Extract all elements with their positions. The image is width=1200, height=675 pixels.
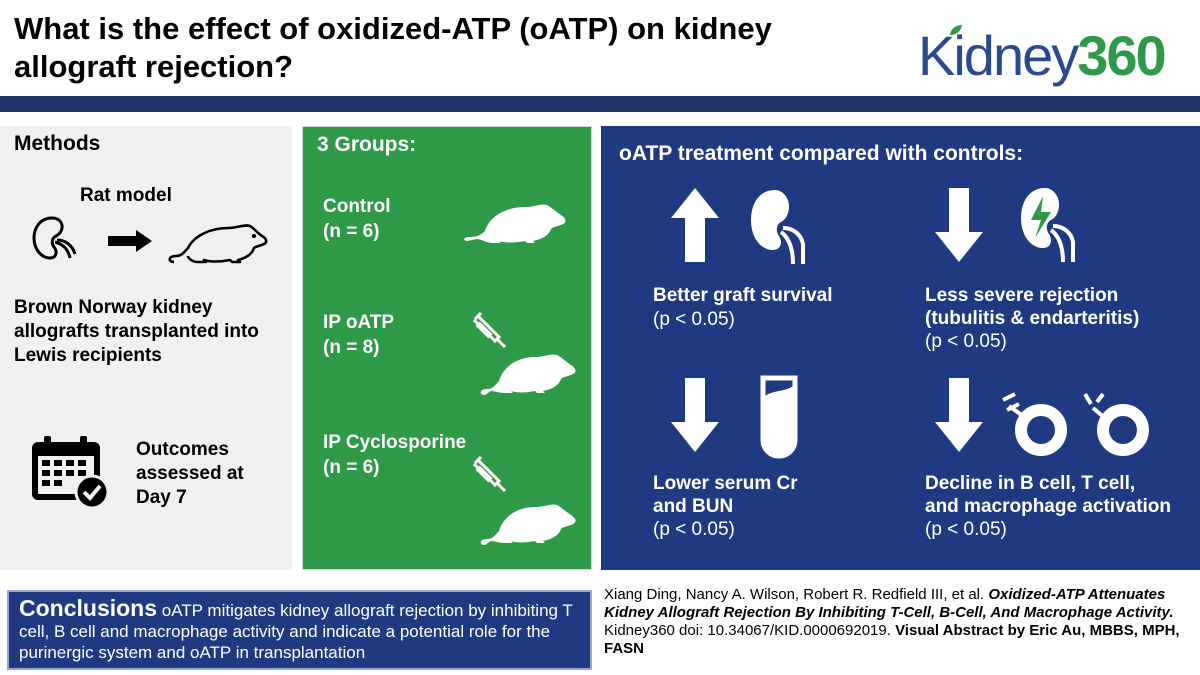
citation: Xiang Ding, Nancy A. Wilson, Robert R. R… — [604, 586, 1196, 658]
logo-leaf-icon — [950, 25, 962, 35]
result-3-line-1: Lower serum Cr — [653, 473, 798, 494]
result-4-line-1: Decline in B cell, T cell, — [925, 473, 1136, 494]
page-title: What is the effect of oxidized-ATP (oATP… — [14, 11, 772, 84]
arrow-down-icon — [935, 188, 983, 262]
rat-model-label: Rat model — [80, 185, 172, 206]
immune-cells-icon — [1002, 392, 1149, 456]
result-2-line-1: Less severe rejection — [925, 285, 1119, 306]
kidney-outline-icon — [32, 216, 77, 260]
arrow-down-icon — [935, 378, 983, 452]
rat-injection-icon — [472, 311, 576, 395]
kidney360-logo: Kidney360 — [918, 20, 1190, 92]
rat-outline-icon — [168, 224, 268, 264]
group-1-n: (n = 6) — [323, 221, 380, 242]
groups-panel: 3 Groups: Control (n = 6) IP oATP (n = 8… — [302, 126, 592, 570]
results-panel: oATP treatment compared with controls: B… — [601, 126, 1200, 570]
group-2-n: (n = 8) — [323, 337, 380, 358]
group-2-name: IP oATP — [323, 312, 395, 333]
calendar-check-icon — [32, 436, 110, 510]
conclusion-heading: Conclusions — [19, 595, 158, 621]
result-3-p: (p < 0.05) — [653, 519, 735, 540]
result-4-line-2: and macrophage activation — [925, 496, 1172, 517]
logo-prefix: Kidney — [918, 24, 1079, 87]
conclusion-text: oATP mitigates kidney allograft rejectio… — [19, 601, 573, 662]
citation-journal-doi: Kidney360 doi: 10.34067/KID.0000692019. — [604, 622, 891, 639]
test-tube-icon — [760, 375, 798, 459]
logo-suffix: 360 — [1077, 24, 1166, 87]
methods-description: Brown Norway kidney allografts transplan… — [14, 297, 259, 366]
results-title: oATP treatment compared with controls: — [619, 142, 1024, 165]
outcomes-line-2: assessed at — [136, 463, 244, 484]
methods-title: Methods — [14, 132, 101, 155]
methods-panel: Methods Rat model Brown Norway kidney al… — [0, 126, 292, 570]
result-1-line-1: Better graft survival — [653, 285, 833, 306]
rat-injection-icon-2 — [472, 455, 576, 545]
kidney-lightning-icon — [1021, 188, 1075, 263]
groups-title: 3 Groups: — [317, 133, 417, 156]
kidney-icon — [751, 190, 805, 265]
citation-authors: Xiang Ding, Nancy A. Wilson, Robert R. R… — [604, 586, 985, 603]
header-divider-bar — [0, 96, 1200, 112]
result-3-line-2: and BUN — [653, 496, 734, 517]
arrow-right-icon — [108, 230, 152, 252]
group-3-name: IP Cyclosporine — [323, 432, 467, 453]
outcomes-line-1: Outcomes — [136, 439, 229, 460]
outcomes-line-3: Day 7 — [136, 487, 187, 508]
result-4-p: (p < 0.05) — [925, 519, 1007, 540]
result-2-line-2: (tubulitis & endarteritis) — [925, 308, 1140, 329]
result-1-p: (p < 0.05) — [653, 309, 735, 330]
citation-visual-abstract: Visual Abstract by Eric Au, MBBS, MPH, F… — [604, 622, 1180, 657]
group-3-n: (n = 6) — [323, 457, 380, 478]
group-1-name: Control — [323, 196, 391, 217]
conclusion-box: Conclusions oATP mitigates kidney allogr… — [7, 590, 592, 670]
citation-article-title: Oxidized-ATP Attenuates Kidney Allograft… — [604, 586, 1174, 621]
arrow-up-icon — [671, 188, 719, 262]
result-2-p: (p < 0.05) — [925, 331, 1007, 352]
arrow-down-icon — [671, 378, 719, 452]
rat-icon — [464, 204, 566, 243]
